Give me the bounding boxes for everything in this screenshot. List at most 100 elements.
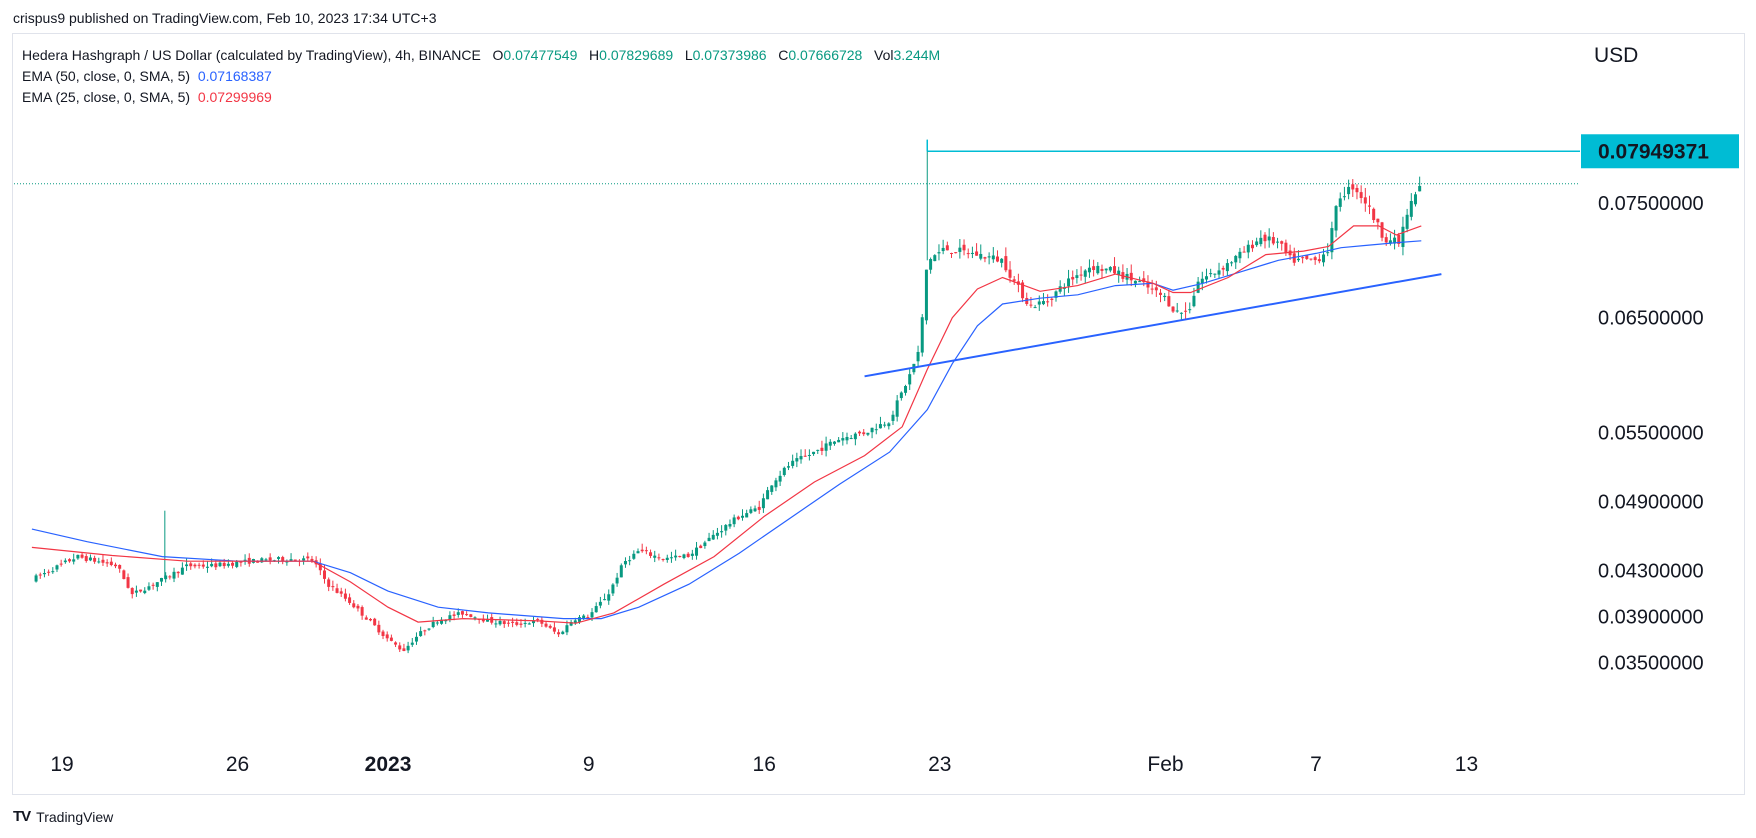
candle-down xyxy=(239,561,243,563)
candle-down xyxy=(962,244,966,251)
candle-up xyxy=(991,255,995,260)
candle-down xyxy=(1012,279,1016,281)
candle-up xyxy=(1347,186,1351,195)
candle-down xyxy=(1397,234,1401,244)
candle-up xyxy=(619,565,623,578)
y-tick-label: 0.06500000 xyxy=(1598,308,1704,330)
candle-up xyxy=(786,466,790,468)
candle-up xyxy=(1225,263,1229,272)
candle-down xyxy=(945,245,949,251)
low-value: 0.07373986 xyxy=(692,47,767,63)
candle-up xyxy=(795,458,799,462)
candle-up xyxy=(72,559,76,562)
candle-down xyxy=(373,618,377,626)
candle-up xyxy=(987,256,991,258)
candle-up xyxy=(841,438,845,441)
candle-up xyxy=(1037,301,1041,305)
candle-up xyxy=(1117,270,1121,276)
candle-up xyxy=(853,433,857,440)
candle-up xyxy=(1188,309,1192,311)
candle-down xyxy=(1150,288,1154,290)
candle-up xyxy=(573,620,577,624)
candle-up xyxy=(715,532,719,536)
candle-down xyxy=(502,621,506,625)
candle-up xyxy=(724,525,728,531)
candle-down xyxy=(511,621,515,623)
candle-up xyxy=(51,571,55,573)
candle-up xyxy=(594,606,598,613)
candle-up xyxy=(410,642,414,645)
candle-down xyxy=(686,553,690,558)
candle-down xyxy=(858,431,862,434)
candle-up xyxy=(414,636,418,642)
candle-down xyxy=(68,559,72,562)
candle-up xyxy=(1196,281,1200,293)
candle-up xyxy=(1238,251,1242,259)
candle-down xyxy=(954,252,958,254)
candle-up xyxy=(1338,198,1342,207)
candle-down xyxy=(389,637,393,641)
candle-up xyxy=(435,622,439,624)
candle-up xyxy=(837,439,841,443)
candle-up xyxy=(824,443,828,451)
candle-down xyxy=(38,574,42,576)
candle-up xyxy=(883,424,887,426)
candle-down xyxy=(335,588,339,593)
candle-down xyxy=(995,256,999,262)
legend-ema25-row[interactable]: EMA (25, close, 0, SMA, 5) 0.07299969 xyxy=(22,87,940,108)
candle-down xyxy=(586,616,590,618)
candle-down xyxy=(1184,310,1188,312)
candle-up xyxy=(632,553,636,559)
candle-up xyxy=(958,247,962,252)
candle-up xyxy=(565,625,569,633)
candle-down xyxy=(105,562,109,564)
candle-up xyxy=(1041,301,1045,305)
candle-up xyxy=(770,485,774,492)
candle-down xyxy=(661,559,665,561)
candle-down xyxy=(1050,298,1054,300)
candle-down xyxy=(193,564,197,567)
candle-up xyxy=(1255,241,1259,246)
candle-up xyxy=(523,622,527,624)
candle-up xyxy=(874,429,878,431)
candle-up xyxy=(55,565,59,570)
candle-down xyxy=(306,556,310,559)
x-tick-label: 2023 xyxy=(365,753,412,776)
candle-down xyxy=(101,559,105,563)
candle-down xyxy=(114,564,118,567)
candle-down xyxy=(1025,297,1029,304)
candle-up xyxy=(205,566,209,568)
candle-down xyxy=(323,570,327,579)
candle-up xyxy=(891,414,895,421)
candle-down xyxy=(368,618,372,621)
candle-down xyxy=(402,648,406,651)
candle-down xyxy=(151,584,155,586)
candle-up xyxy=(1200,278,1204,284)
candle-up xyxy=(703,542,707,547)
x-tick-label: 23 xyxy=(928,753,951,776)
candle-up xyxy=(210,563,214,567)
candle-down xyxy=(130,588,134,595)
ema50-line xyxy=(31,240,1422,620)
candle-down xyxy=(544,623,548,627)
candle-up xyxy=(88,557,92,561)
candle-down xyxy=(1284,242,1288,253)
tradingview-logo-icon[interactable]: TV xyxy=(13,808,31,825)
candle-up xyxy=(494,623,498,625)
candle-up xyxy=(720,531,724,533)
candle-down xyxy=(1313,257,1317,261)
y-tick-label: 0.04900000 xyxy=(1598,491,1704,513)
candle-up xyxy=(674,555,678,558)
candle-up xyxy=(665,557,669,560)
candle-down xyxy=(1250,244,1254,249)
candle-down xyxy=(506,622,510,624)
candle-up xyxy=(1409,200,1413,217)
candle-up xyxy=(1213,273,1217,275)
legend-ema50-row[interactable]: EMA (50, close, 0, SMA, 5) 0.07168387 xyxy=(22,66,940,87)
chart-frame[interactable] xyxy=(12,33,1745,795)
candle-down xyxy=(678,556,682,558)
candle-down xyxy=(352,603,356,608)
candle-up xyxy=(1175,310,1179,312)
candle-down xyxy=(820,447,824,451)
